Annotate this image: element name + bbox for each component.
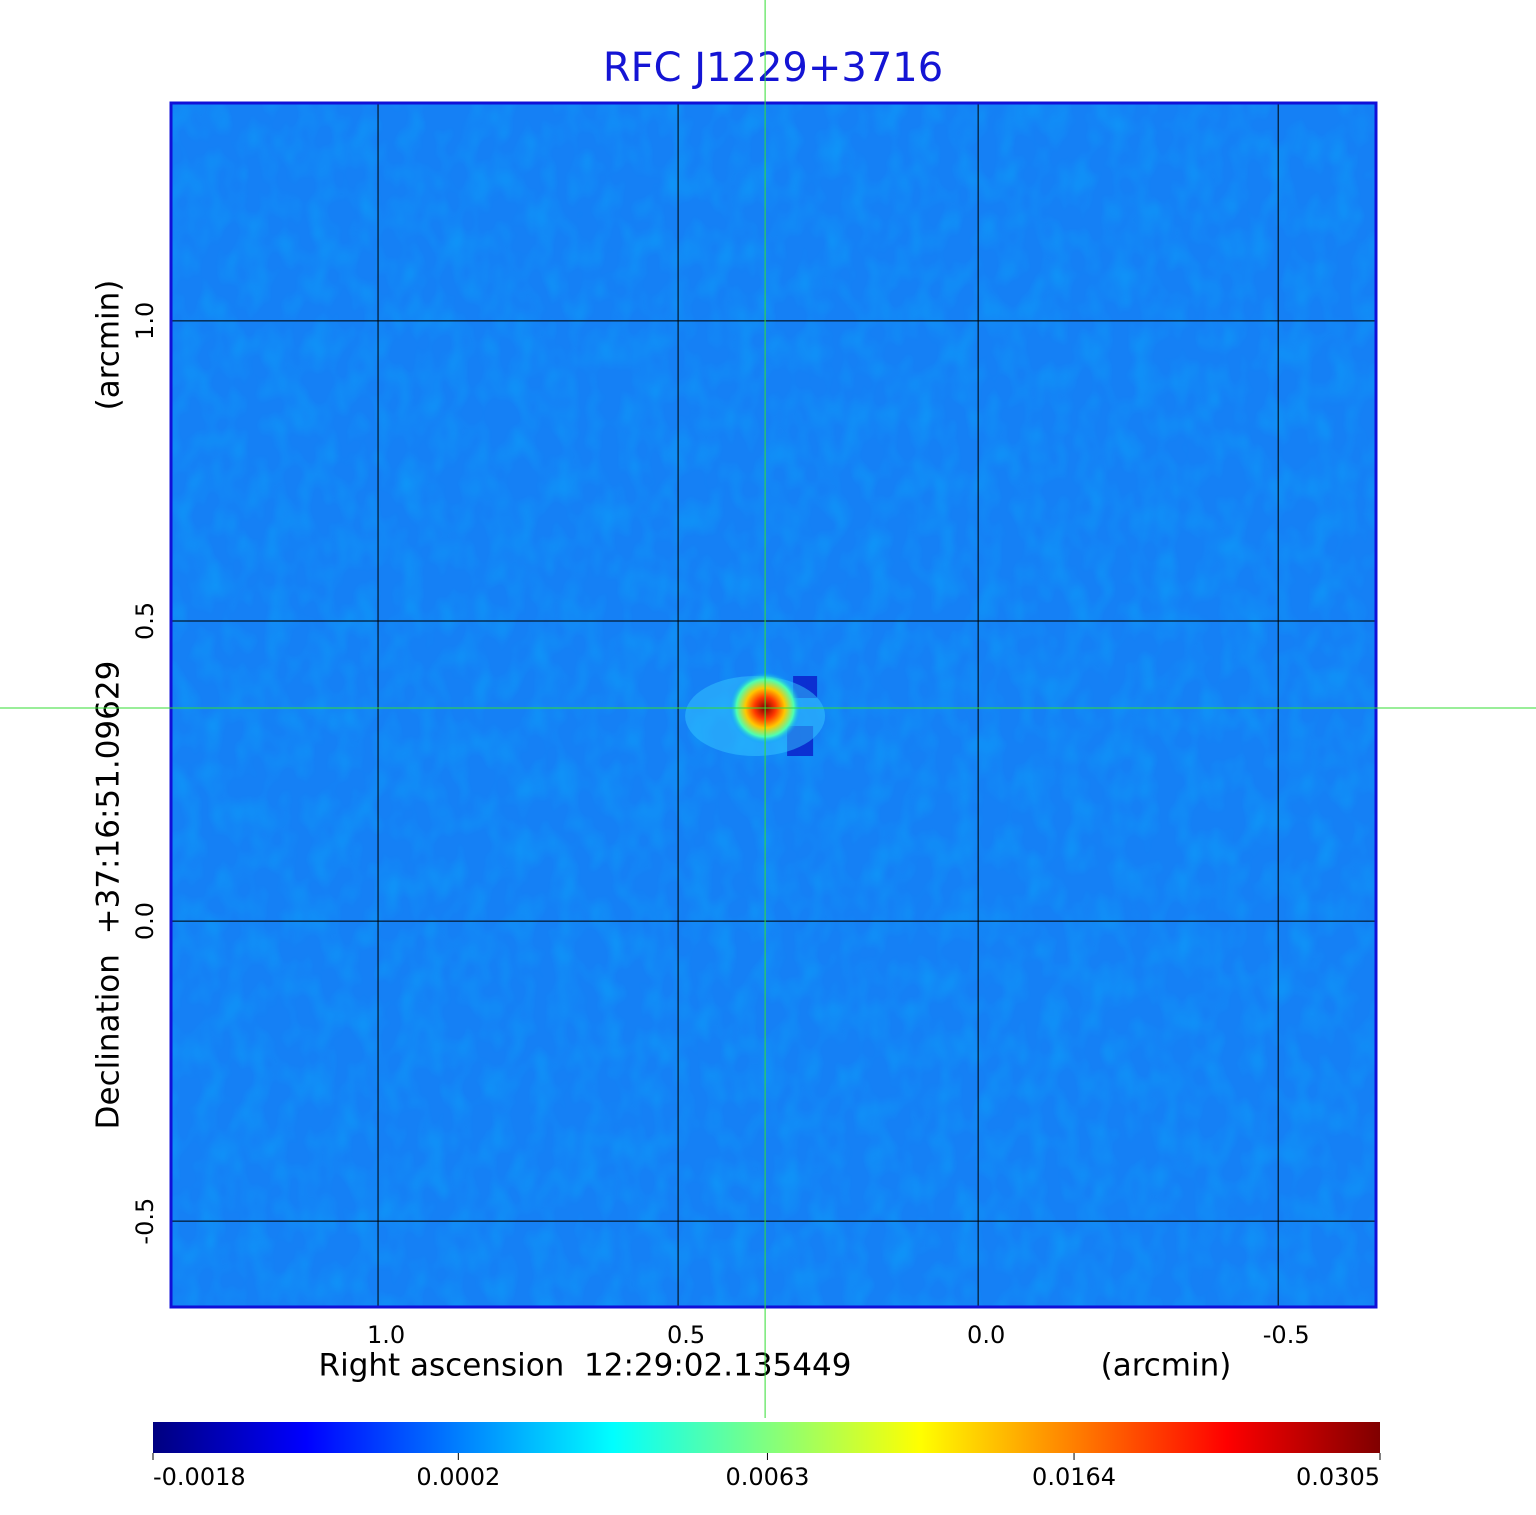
x-tick-label: 1.0 [367, 1321, 405, 1349]
x-tick-label: 0.5 [667, 1321, 705, 1349]
y-axis-unit: (arcmin) [91, 280, 127, 411]
x-axis-unit: (arcmin) [1101, 1348, 1232, 1384]
x-axis-label: Right ascension 12:29:02.135449 [319, 1348, 852, 1384]
y-axis-label: Declination +37:16:51.09629 [91, 661, 127, 1130]
colorbar [153, 1422, 1380, 1453]
chart-title: RFC J1229+3716 [603, 45, 943, 91]
plot-frame [169, 101, 1378, 1309]
colorbar-tick-label: 0.0063 [725, 1463, 809, 1491]
colorbar-tick-label: 0.0002 [416, 1463, 500, 1491]
y-tick-label: -0.5 [131, 1198, 159, 1245]
x-tick-label: -0.5 [1263, 1321, 1310, 1349]
y-tick-label: 0.0 [131, 902, 159, 940]
crosshair [0, 0, 1536, 1418]
x-tick-label: 0.0 [967, 1321, 1005, 1349]
grid [171, 103, 1376, 1307]
colorbar-tick-label: -0.0018 [153, 1463, 246, 1491]
y-tick-label: 0.5 [131, 602, 159, 640]
colorbar-tick-label: 0.0305 [1296, 1463, 1380, 1491]
y-tick-label: 1.0 [131, 302, 159, 340]
colorbar-tick-label: 0.0164 [1032, 1463, 1116, 1491]
